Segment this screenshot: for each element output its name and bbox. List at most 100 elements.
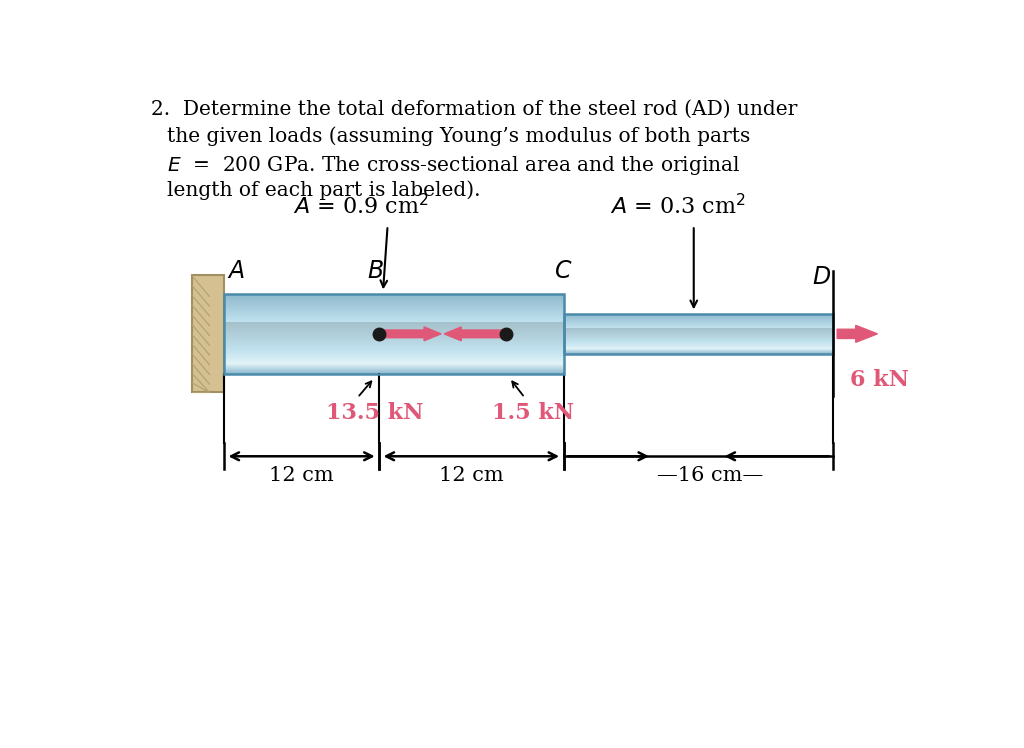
Bar — [224, 346, 563, 347]
Bar — [224, 334, 563, 335]
Bar — [224, 340, 563, 341]
Bar — [224, 360, 563, 361]
Bar — [224, 336, 563, 337]
Bar — [224, 373, 563, 374]
Bar — [224, 370, 563, 371]
Bar — [191, 275, 224, 393]
Bar — [224, 318, 563, 319]
Bar — [224, 328, 563, 330]
Bar — [563, 314, 834, 354]
Bar — [224, 316, 563, 318]
Bar — [224, 339, 563, 340]
Bar — [224, 325, 563, 327]
Bar — [224, 306, 563, 307]
Bar — [224, 367, 563, 368]
Bar — [224, 325, 563, 326]
Bar — [224, 319, 563, 321]
Bar — [224, 304, 563, 305]
Bar — [224, 304, 563, 306]
Text: $A$: $A$ — [227, 260, 245, 283]
Bar — [224, 321, 563, 322]
FancyArrow shape — [379, 327, 441, 341]
Bar — [224, 313, 563, 314]
Bar — [224, 359, 563, 360]
Bar — [224, 294, 563, 374]
Bar — [224, 355, 563, 356]
Bar — [224, 294, 563, 295]
Bar — [224, 365, 563, 366]
Bar — [224, 328, 563, 329]
Text: $D$: $D$ — [812, 266, 831, 289]
Bar — [224, 347, 563, 348]
Text: the given loads (assuming Young’s modulus of both parts: the given loads (assuming Young’s modulu… — [167, 126, 750, 147]
Bar — [224, 330, 563, 331]
Bar — [224, 362, 563, 363]
Bar — [224, 344, 563, 345]
Bar — [224, 331, 563, 333]
Bar — [224, 297, 563, 298]
Bar — [224, 345, 563, 346]
Text: 12 cm: 12 cm — [269, 465, 334, 485]
Bar — [224, 358, 563, 359]
Text: $A$ = 0.9 cm$^2$: $A$ = 0.9 cm$^2$ — [293, 194, 428, 219]
Text: $E$  =  200 GPa. The cross-sectional area and the original: $E$ = 200 GPa. The cross-sectional area … — [167, 153, 740, 177]
Bar — [224, 322, 563, 323]
Bar — [224, 322, 563, 324]
Bar — [224, 371, 563, 372]
Bar — [224, 301, 563, 302]
Bar — [224, 315, 563, 316]
Bar — [224, 310, 563, 311]
Bar — [224, 334, 563, 336]
Bar — [224, 364, 563, 365]
Text: —16 cm—: —16 cm— — [657, 465, 763, 485]
Bar — [224, 356, 563, 357]
Bar — [224, 348, 563, 349]
Bar — [224, 340, 563, 342]
Bar — [224, 363, 563, 364]
Bar — [224, 298, 563, 300]
Text: 13.5 kN: 13.5 kN — [327, 402, 424, 423]
Bar — [224, 351, 563, 352]
Bar — [224, 350, 563, 351]
Bar — [224, 303, 563, 304]
Text: 6 kN: 6 kN — [850, 369, 909, 390]
Bar — [224, 300, 563, 301]
Bar — [224, 372, 563, 373]
Text: 2.  Determine the total deformation of the steel rod (AD) under: 2. Determine the total deformation of th… — [152, 99, 798, 119]
Bar — [224, 301, 563, 303]
Bar — [224, 312, 563, 313]
Bar — [224, 349, 563, 350]
Bar — [224, 295, 563, 297]
Text: $B$: $B$ — [367, 260, 384, 283]
Bar — [224, 313, 563, 315]
Bar — [224, 307, 563, 308]
Text: 1.5 kN: 1.5 kN — [493, 402, 574, 423]
Bar — [224, 337, 563, 338]
Bar — [224, 361, 563, 362]
Bar — [224, 343, 563, 344]
Bar — [224, 307, 563, 309]
Bar — [224, 316, 563, 317]
Bar — [224, 327, 563, 328]
Bar — [224, 369, 563, 370]
FancyArrow shape — [444, 327, 506, 341]
Bar — [224, 368, 563, 369]
Bar — [224, 331, 563, 332]
Text: 12 cm: 12 cm — [439, 465, 504, 485]
FancyArrow shape — [838, 325, 878, 343]
Bar — [224, 366, 563, 367]
Bar — [224, 357, 563, 358]
Bar — [224, 319, 563, 320]
Text: $C$: $C$ — [554, 260, 572, 283]
Text: $A$ = 0.3 cm$^2$: $A$ = 0.3 cm$^2$ — [610, 194, 746, 219]
Bar — [224, 337, 563, 339]
Bar — [224, 342, 563, 343]
Text: length of each part is labeled).: length of each part is labeled). — [167, 180, 480, 200]
Bar — [224, 310, 563, 312]
Bar — [224, 333, 563, 334]
Bar — [224, 352, 563, 353]
Bar — [224, 324, 563, 325]
Bar — [224, 309, 563, 310]
Bar — [224, 353, 563, 354]
Bar — [224, 354, 563, 355]
